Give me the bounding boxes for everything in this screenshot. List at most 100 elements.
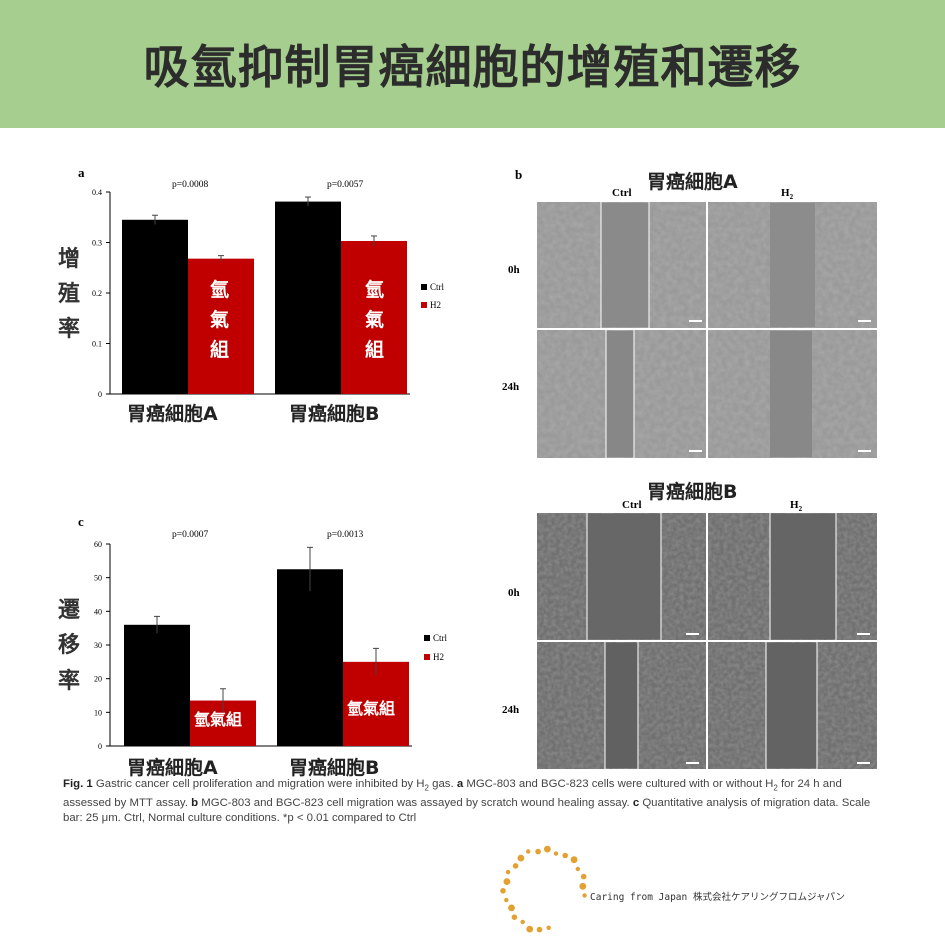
y-tick-label: 0.4 xyxy=(92,188,102,197)
panel-b-letter: b xyxy=(515,167,522,182)
y-tick-label: 20 xyxy=(94,675,102,684)
y-tick-label: 50 xyxy=(94,574,102,583)
caption-fig-label: Fig. 1 xyxy=(63,778,93,790)
panel-c-ylabel-1: 遷 xyxy=(58,598,80,623)
panel-c-pvalue-1: p=0.0007 xyxy=(172,530,208,540)
bar-ctrl-1 xyxy=(124,624,190,746)
panel-b-col-h2-a-sub: 2 xyxy=(790,193,794,201)
panel-c-bars xyxy=(124,546,409,746)
legend-h2-label: H2 xyxy=(430,300,441,310)
bar-ctrl-1 xyxy=(122,219,188,394)
panel-b-col-ctrl-b: Ctrl xyxy=(622,499,642,511)
legend-h2-swatch xyxy=(421,302,427,308)
caption-a: a xyxy=(456,778,464,790)
panel-a-category-2: 胃癌細胞B xyxy=(289,402,379,425)
panel-b-row-24h-a: 24h xyxy=(502,381,519,393)
panel-b-scratch-assay: b 胃癌細胞A Ctrl H2 0h 24h 胃癌細胞B Ctrl H2 0h … xyxy=(502,167,877,769)
logo-dot xyxy=(579,882,587,890)
logo-dot xyxy=(553,851,559,856)
panel-c-h2-label-1: 氫氣組 xyxy=(194,710,242,729)
panel-c-ylabel-3: 率 xyxy=(58,668,80,694)
legend-ctrl-label: Ctrl xyxy=(433,633,448,643)
caption-sub-1: 2 xyxy=(424,783,429,793)
panel-a-proliferation-chart: a 增 殖 率 00.10.20.30.4 p=0.0008 p=0.0057 … xyxy=(58,165,445,425)
panel-a-h2-label-1a: 氫 xyxy=(210,278,229,301)
logo-dot xyxy=(535,848,541,855)
logo-dot xyxy=(517,854,525,862)
logo-dot xyxy=(503,878,511,885)
panel-b-row-0h-b: 0h xyxy=(508,587,520,599)
y-tick-label: 0 xyxy=(98,742,102,751)
caption-text-5: MGC-803 and BGC-823 cell migration was a… xyxy=(198,796,633,809)
svg-text:H2: H2 xyxy=(790,499,803,513)
panel-b-row-0h-a: 0h xyxy=(508,264,520,276)
logo-dot xyxy=(580,873,587,880)
caption-text-6: Quantitative analysis of migration data.… xyxy=(63,796,871,825)
title-banner xyxy=(0,0,945,128)
logo-dot xyxy=(562,852,568,859)
logo-dot xyxy=(570,856,578,864)
caption-text-3: MGC-803 and BGC-823 cells were cultured … xyxy=(463,778,774,790)
micrographs-cell-a xyxy=(537,202,877,458)
legend-ctrl-swatch xyxy=(421,284,427,290)
panel-a-pvalue-2: p=0.0057 xyxy=(327,180,363,190)
panel-b-col-h2-a: H xyxy=(781,187,790,199)
logo-dot xyxy=(508,904,515,912)
panel-b-col-h2-b-sub: 2 xyxy=(799,505,803,513)
y-tick-label: 60 xyxy=(94,540,102,549)
y-tick-label: 0.3 xyxy=(92,239,102,248)
panel-a-ylabel-3: 率 xyxy=(58,316,80,342)
panel-a-h2-label-1c: 組 xyxy=(210,338,229,361)
legend-h2-label: H2 xyxy=(433,652,444,662)
svg-text:H2: H2 xyxy=(781,187,794,201)
logo-dot xyxy=(536,926,543,933)
footer-company-text: Caring from Japan 株式会社ケアリングフロムジャパン xyxy=(590,892,845,903)
logo-dot xyxy=(575,866,580,872)
panel-b-title-a: 胃癌細胞A xyxy=(647,170,738,193)
panel-a-category-1: 胃癌細胞A xyxy=(127,402,218,425)
logo-dot xyxy=(500,888,506,894)
bar-ctrl-2 xyxy=(275,201,341,394)
panel-c-h2-label-2: 氫氣組 xyxy=(347,699,395,718)
panel-c-ylabel-2: 移 xyxy=(58,632,80,658)
caption-text-1: Gastric cancer cell proliferation and mi… xyxy=(95,778,425,790)
logo-dot xyxy=(520,919,525,925)
panel-a-bars xyxy=(122,196,407,394)
logo-dot xyxy=(582,893,587,898)
y-tick-label: 30 xyxy=(94,641,102,650)
panel-b-title-b: 胃癌細胞B xyxy=(647,480,737,503)
panel-a-h2-label-1b: 氣 xyxy=(210,308,229,331)
panel-a-letter: a xyxy=(78,165,85,180)
micrographs-cell-b xyxy=(537,513,877,769)
bar-h2-2 xyxy=(343,661,409,746)
panel-c-legend: Ctrl H2 xyxy=(424,633,448,662)
bar-ctrl-2 xyxy=(277,569,343,746)
legend-ctrl-swatch xyxy=(424,635,430,641)
panel-a-h2-label-2b: 氣 xyxy=(365,308,384,331)
logo-dot xyxy=(504,897,509,903)
logo-dot xyxy=(526,925,534,933)
panel-a-ylabel-2: 殖 xyxy=(58,281,80,307)
logo-dot xyxy=(546,925,551,930)
logo-dot xyxy=(505,869,511,875)
panel-c-pvalue-2: p=0.0013 xyxy=(327,530,363,540)
legend-ctrl-label: Ctrl xyxy=(430,282,445,292)
caption-b: b xyxy=(191,796,199,809)
panel-c-category-1: 胃癌細胞A xyxy=(127,756,218,779)
bar-h2-1 xyxy=(188,258,254,394)
y-tick-label: 0 xyxy=(98,390,102,399)
panel-a-h2-label-2c: 組 xyxy=(365,338,384,361)
panel-c-category-2: 胃癌細胞B xyxy=(289,756,379,779)
bar-h2-2 xyxy=(341,240,407,394)
page-title: 吸氫抑制胃癌細胞的增殖和遷移 xyxy=(143,40,802,94)
figure-caption: Fig. 1 Gastric cancer cell proliferation… xyxy=(63,777,883,827)
caption-text-4: for 24 h and assessed by MTT assay. xyxy=(63,778,842,809)
panel-a-h2-label-2a: 氫 xyxy=(365,278,384,301)
panel-c-letter: c xyxy=(78,514,84,529)
company-logo xyxy=(500,845,587,933)
logo-dot xyxy=(526,849,531,854)
panel-b-col-h2-b: H xyxy=(790,499,799,511)
y-tick-label: 10 xyxy=(94,708,102,717)
